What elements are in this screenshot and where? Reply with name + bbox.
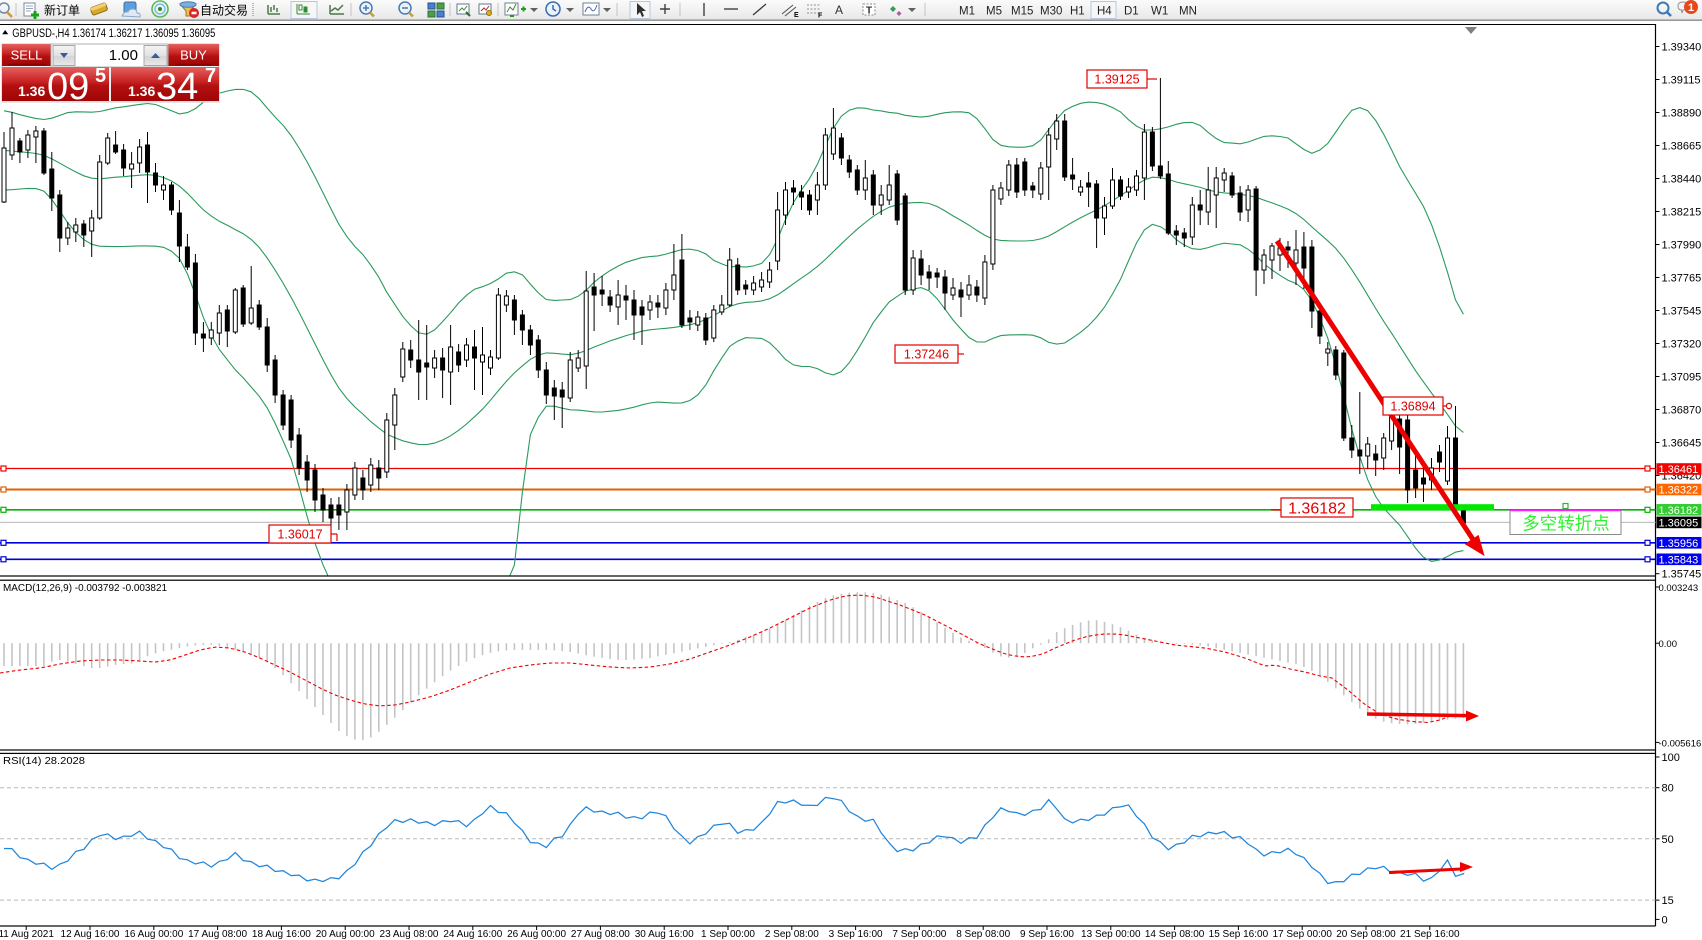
svg-text:1.36894: 1.36894 [1390, 400, 1435, 414]
svg-text:17 Aug 08:00: 17 Aug 08:00 [188, 929, 247, 940]
svg-text:BUY: BUY [180, 48, 207, 63]
svg-text:7 Sep 00:00: 7 Sep 00:00 [892, 929, 946, 940]
svg-text:14 Sep 08:00: 14 Sep 08:00 [1145, 929, 1205, 940]
svg-text:9 Sep 16:00: 9 Sep 16:00 [1020, 929, 1074, 940]
svg-text:1.36: 1.36 [128, 83, 155, 99]
svg-text:1.35843: 1.35843 [1659, 554, 1699, 566]
svg-text:09: 09 [47, 66, 89, 108]
svg-text:27 Aug 08:00: 27 Aug 08:00 [571, 929, 630, 940]
svg-text:1.38890: 1.38890 [1662, 108, 1702, 120]
svg-text:T: T [866, 6, 872, 17]
svg-text:1.36095: 1.36095 [1659, 517, 1699, 529]
svg-text:MN: MN [1179, 6, 1197, 18]
svg-text:20 Sep 08:00: 20 Sep 08:00 [1336, 929, 1396, 940]
svg-text:SELL: SELL [11, 48, 43, 63]
svg-text:自动交易: 自动交易 [200, 3, 248, 18]
svg-text:1.36870: 1.36870 [1662, 405, 1702, 417]
svg-text:1: 1 [1688, 2, 1694, 14]
svg-text:30 Aug 16:00: 30 Aug 16:00 [635, 929, 694, 940]
svg-text:M30: M30 [1040, 6, 1062, 18]
svg-text:M15: M15 [1011, 6, 1033, 18]
svg-text:24 Aug 16:00: 24 Aug 16:00 [443, 929, 502, 940]
svg-text:MACD(12,26,9) -0.003792 -0.003: MACD(12,26,9) -0.003792 -0.003821 [3, 582, 167, 594]
svg-text:15 Sep 16:00: 15 Sep 16:00 [1209, 929, 1269, 940]
svg-text:5: 5 [95, 65, 106, 87]
svg-text:1.35956: 1.35956 [1659, 538, 1699, 550]
svg-text:26 Aug 00:00: 26 Aug 00:00 [507, 929, 566, 940]
svg-text:1.36182: 1.36182 [1659, 505, 1699, 517]
svg-text:3 Sep 16:00: 3 Sep 16:00 [829, 929, 883, 940]
svg-text:1.36: 1.36 [18, 83, 45, 99]
svg-text:H4: H4 [1097, 6, 1112, 18]
svg-text:80: 80 [1662, 783, 1674, 795]
svg-text:20 Aug 00:00: 20 Aug 00:00 [316, 929, 375, 940]
svg-text:1.37320: 1.37320 [1662, 339, 1702, 351]
svg-text:M5: M5 [986, 6, 1002, 18]
svg-text:多空转折点: 多空转折点 [1522, 514, 1610, 534]
svg-text:1.37765: 1.37765 [1662, 273, 1702, 285]
svg-text:1.39115: 1.39115 [1662, 75, 1701, 87]
svg-text:100: 100 [1662, 752, 1680, 764]
svg-text:RSI(14) 28.2028: RSI(14) 28.2028 [3, 755, 85, 767]
svg-text:D1: D1 [1124, 6, 1139, 18]
svg-text:M1: M1 [959, 6, 975, 18]
svg-text:1.37545: 1.37545 [1662, 306, 1702, 318]
svg-text:1.35745: 1.35745 [1662, 569, 1702, 581]
svg-text:34: 34 [156, 66, 198, 108]
svg-text:7: 7 [205, 65, 216, 87]
svg-text:1.38665: 1.38665 [1662, 141, 1702, 153]
svg-text:GBPUSD-,H4 1.36174 1.36217 1.: GBPUSD-,H4 1.36174 1.36217 1.36095 1.360… [12, 28, 215, 40]
svg-text:新订单: 新订单 [44, 3, 80, 18]
svg-text:0.003243: 0.003243 [1659, 583, 1699, 594]
svg-text:1.36182: 1.36182 [1288, 500, 1346, 517]
svg-text:1.37095: 1.37095 [1662, 372, 1702, 384]
svg-text:1.36645: 1.36645 [1662, 438, 1702, 450]
svg-text:1.39125: 1.39125 [1094, 73, 1139, 87]
svg-text:H1: H1 [1070, 6, 1085, 18]
svg-text:2 Sep 08:00: 2 Sep 08:00 [765, 929, 819, 940]
svg-text:18 Aug 16:00: 18 Aug 16:00 [252, 929, 311, 940]
svg-text:F: F [818, 13, 823, 20]
svg-text:12 Aug 16:00: 12 Aug 16:00 [61, 929, 120, 940]
svg-text:0.00: 0.00 [1659, 639, 1678, 650]
svg-text:1.38215: 1.38215 [1662, 207, 1702, 219]
svg-text:1.36461: 1.36461 [1659, 464, 1699, 476]
svg-text:1.36017: 1.36017 [277, 528, 322, 542]
svg-text:1.00: 1.00 [109, 47, 138, 64]
svg-text:15: 15 [1662, 895, 1674, 907]
svg-text:0: 0 [1662, 914, 1668, 926]
svg-text:11 Aug 2021: 11 Aug 2021 [0, 929, 54, 940]
svg-text:A: A [835, 3, 843, 17]
svg-text:17 Sep 00:00: 17 Sep 00:00 [1272, 929, 1332, 940]
svg-text:16 Aug 00:00: 16 Aug 00:00 [124, 929, 183, 940]
svg-text:1 Sep 00:00: 1 Sep 00:00 [701, 929, 755, 940]
svg-text:1.39340: 1.39340 [1662, 42, 1702, 54]
svg-text:8 Sep 08:00: 8 Sep 08:00 [956, 929, 1010, 940]
svg-text:W1: W1 [1151, 6, 1168, 18]
svg-text:23 Aug 08:00: 23 Aug 08:00 [380, 929, 439, 940]
svg-text:21 Sep 16:00: 21 Sep 16:00 [1400, 929, 1460, 940]
svg-text:1.36322: 1.36322 [1659, 485, 1699, 497]
svg-text:E: E [794, 12, 799, 19]
svg-text:50: 50 [1662, 834, 1674, 846]
svg-text:1.37246: 1.37246 [904, 348, 949, 362]
svg-text:1.38440: 1.38440 [1662, 174, 1702, 186]
svg-text:13 Sep 00:00: 13 Sep 00:00 [1081, 929, 1141, 940]
svg-text:1.37990: 1.37990 [1662, 240, 1702, 252]
svg-text:-0.005616: -0.005616 [1659, 738, 1702, 749]
